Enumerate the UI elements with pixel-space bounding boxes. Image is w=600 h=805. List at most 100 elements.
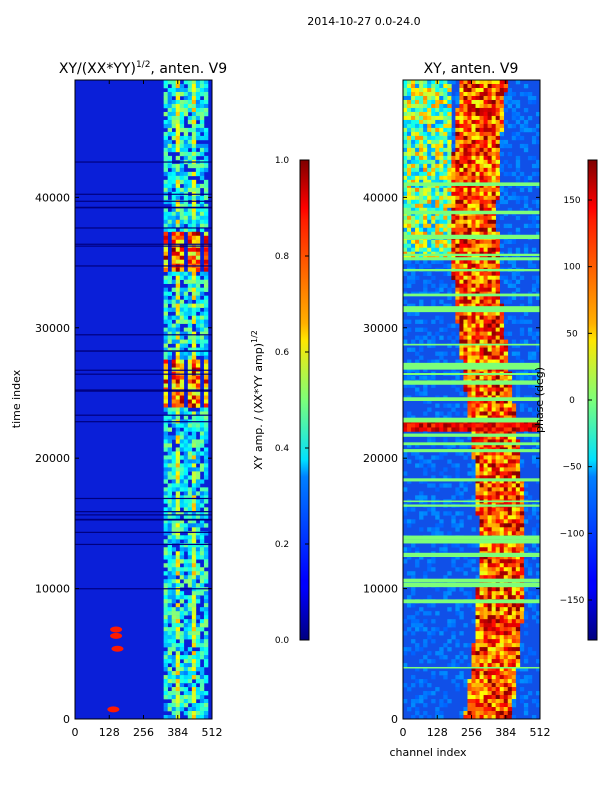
heatmap-amplitude-cell bbox=[176, 623, 180, 627]
heatmap-phase-cell bbox=[488, 671, 492, 675]
heatmap-amplitude-cell bbox=[164, 471, 168, 475]
heatmap-amplitude-cell bbox=[176, 695, 180, 699]
heatmap-phase-cell bbox=[492, 200, 496, 204]
heatmap-amplitude-cell bbox=[192, 232, 196, 236]
heatmap-phase-cell bbox=[480, 264, 484, 268]
heatmap-phase-cell bbox=[443, 144, 447, 148]
heatmap-phase-cell bbox=[451, 427, 455, 431]
heatmap-phase-cell bbox=[467, 248, 471, 252]
heatmap-amplitude-cell bbox=[196, 527, 200, 531]
heatmap-phase-cell bbox=[492, 559, 496, 563]
heatmap-phase-cell bbox=[467, 276, 471, 280]
heatmap-amplitude-cell bbox=[196, 503, 200, 507]
heatmap-phase-cell bbox=[407, 92, 411, 96]
heatmap-phase-cell bbox=[427, 272, 431, 276]
heatmap-amplitude-cell bbox=[184, 132, 188, 136]
heatmap-phase-cell bbox=[500, 403, 504, 407]
heatmap-phase-cell bbox=[508, 376, 512, 380]
heatmap-phase-cell bbox=[467, 136, 471, 140]
heatmap-phase-cell bbox=[504, 348, 508, 352]
heatmap-amplitude-cell bbox=[180, 340, 184, 344]
heatmap-amplitude-cell bbox=[188, 360, 192, 364]
heatmap-amplitude-cell bbox=[192, 583, 196, 587]
heatmap-phase-cell bbox=[500, 324, 504, 328]
heatmap-phase-cell bbox=[407, 112, 411, 116]
heatmap-phase-cell bbox=[500, 491, 504, 495]
heatmap-phase-cell bbox=[455, 164, 459, 168]
heatmap-amplitude-cell bbox=[192, 112, 196, 116]
heatmap-amplitude-cell bbox=[176, 344, 180, 348]
heatmap-phase-cell bbox=[500, 563, 504, 567]
heatmap-phase-cell bbox=[484, 124, 488, 128]
heatmap-amplitude-cell bbox=[192, 180, 196, 184]
heatmap-phase-cell bbox=[435, 140, 439, 144]
heatmap-phase-cell bbox=[476, 116, 480, 120]
heatmap-phase-cell bbox=[431, 603, 435, 607]
heatmap-phase-cell bbox=[484, 376, 488, 380]
heatmap-phase-cell bbox=[435, 120, 439, 124]
heatmap-amplitude-cell bbox=[200, 479, 204, 483]
heatmap-phase-cell bbox=[455, 288, 459, 292]
heatmap-phase-cell bbox=[488, 200, 492, 204]
heatmap-phase-cell bbox=[504, 240, 508, 244]
heatmap-amplitude-cell bbox=[168, 503, 172, 507]
heatmap-phase-cell bbox=[407, 615, 411, 619]
heatmap-phase-cell bbox=[451, 128, 455, 132]
heatmap-phase-cell bbox=[528, 96, 532, 100]
heatmap-phase-cell bbox=[504, 707, 508, 711]
heatmap-phase-cell bbox=[492, 407, 496, 411]
heatmap-amplitude-cell bbox=[172, 84, 176, 88]
heatmap-phase-cell bbox=[459, 112, 463, 116]
heatmap-phase-cell bbox=[407, 192, 411, 196]
heatmap-phase-cell bbox=[508, 679, 512, 683]
heatmap-phase-cell bbox=[439, 352, 443, 356]
heatmap-phase-cell bbox=[439, 196, 443, 200]
heatmap-phase-cell bbox=[496, 611, 500, 615]
heatmap-phase-cell bbox=[455, 112, 459, 116]
heatmap-phase-cell bbox=[455, 224, 459, 228]
heatmap-amplitude-gap bbox=[75, 389, 212, 390]
heatmap-phase-cell bbox=[532, 455, 536, 459]
heatmap-phase-cell bbox=[423, 703, 427, 707]
heatmap-amplitude-cell bbox=[168, 523, 172, 527]
heatmap-amplitude-cell bbox=[204, 551, 208, 555]
heatmap-phase-cell bbox=[492, 595, 496, 599]
heatmap-phase-cell bbox=[423, 140, 427, 144]
heatmap-phase-cell bbox=[496, 124, 500, 128]
heatmap-amplitude-cell bbox=[200, 92, 204, 96]
heatmap-amplitude-cell bbox=[176, 304, 180, 308]
heatmap-phase-cell bbox=[472, 100, 476, 104]
heatmap-phase-cell bbox=[508, 411, 512, 415]
heatmap-phase-cell bbox=[484, 128, 488, 132]
heatmap-phase-cell bbox=[443, 328, 447, 332]
heatmap-phase-cell bbox=[407, 571, 411, 575]
heatmap-phase-cell bbox=[496, 651, 500, 655]
heatmap-amplitude-cell bbox=[192, 691, 196, 695]
heatmap-phase-cell bbox=[508, 611, 512, 615]
heatmap-phase-cell bbox=[459, 659, 463, 663]
heatmap-amplitude-cell bbox=[192, 671, 196, 675]
heatmap-phase-cell bbox=[496, 196, 500, 200]
heatmap-phase-cell bbox=[431, 691, 435, 695]
heatmap-phase-cell bbox=[447, 224, 451, 228]
heatmap-amplitude-cell bbox=[196, 667, 200, 671]
heatmap-phase-cell bbox=[447, 591, 451, 595]
heatmap-phase-cell bbox=[435, 423, 439, 427]
heatmap-phase-cell bbox=[447, 244, 451, 248]
heatmap-amplitude-cell bbox=[172, 523, 176, 527]
heatmap-amplitude-cell bbox=[200, 523, 204, 527]
heatmap-amplitude-cell bbox=[188, 403, 192, 407]
heatmap-phase-cell bbox=[480, 168, 484, 172]
heatmap-phase-cell bbox=[435, 531, 439, 535]
heatmap-phase-cell bbox=[484, 607, 488, 611]
heatmap-phase-cell bbox=[431, 483, 435, 487]
heatmap-phase-cell bbox=[403, 192, 407, 196]
heatmap-amplitude-cell bbox=[164, 308, 168, 312]
heatmap-phase-cell bbox=[415, 120, 419, 124]
heatmap-amplitude-cell bbox=[176, 607, 180, 611]
heatmap-phase-cell bbox=[496, 663, 500, 667]
heatmap-phase-cell bbox=[528, 116, 532, 120]
heatmap-amplitude-cell bbox=[176, 128, 180, 132]
heatmap-amplitude-cell bbox=[176, 268, 180, 272]
